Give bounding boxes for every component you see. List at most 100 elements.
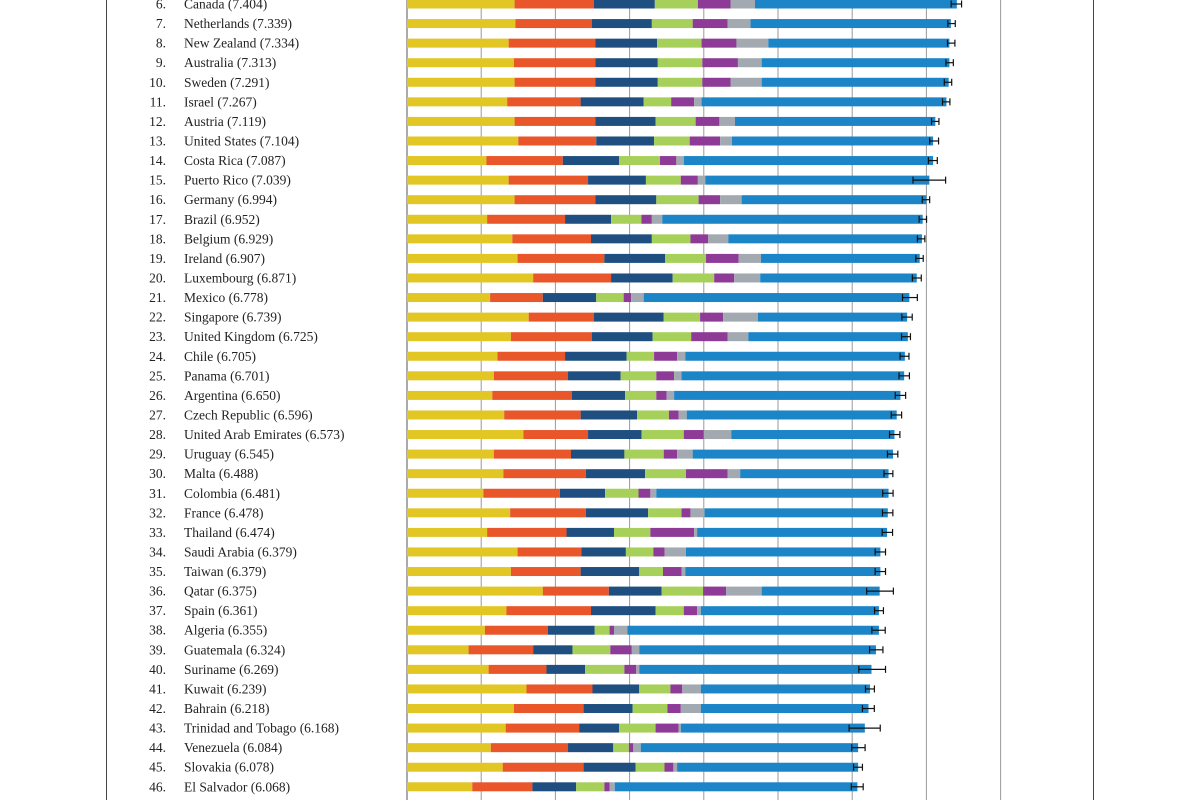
country-name: Luxembourg [184,270,254,285]
bar-segment [407,645,469,655]
bar-segment [697,175,706,185]
bar-segment [407,273,534,283]
bar-segment [760,253,920,263]
bar-segment [654,351,678,361]
country-name: Israel [184,94,214,109]
bar-segment [523,430,589,440]
rank-label: 31. [149,486,166,501]
bar-segment [655,606,684,616]
bar-segment [595,195,657,205]
bar-segment [579,723,620,733]
bar-segment [641,430,684,440]
bar-segment [583,704,633,714]
bar-segment [681,567,686,577]
bar-segment [588,430,642,440]
country-label: Bahrain (6.218) [184,701,270,716]
bar-segment [580,567,640,577]
bar-segment [611,214,642,224]
bar-segment [660,156,677,166]
bar-segment [697,527,888,537]
rank-label: 6. [156,0,166,12]
bar-segment [407,214,488,224]
bar-segment [639,645,876,655]
bar-segment [513,704,584,714]
bar-segment [619,723,656,733]
bar-segment [493,371,569,381]
country-label: France (6.478) [184,505,263,520]
bar-segment [680,175,698,185]
bar-segment [655,116,696,126]
bar-segment [625,390,657,400]
bar-segment [483,488,560,498]
bar-segment [608,586,662,596]
score-label: (6.871) [254,270,297,285]
bar-segment [700,606,879,616]
score-label: (6.739) [239,310,282,325]
country-label: Brazil (6.952) [184,212,260,227]
country-label: Guatemala (6.324) [184,642,285,657]
bar-segment [694,97,702,107]
bar-segment [678,723,681,733]
score-label: (7.404) [224,0,267,12]
country-label: Chile (6.705) [184,349,256,364]
country-label: Netherlands (7.339) [184,16,292,31]
bar-segment [490,293,543,303]
score-label: (6.650) [238,388,281,403]
bar-segment [588,175,646,185]
bar-segment [690,234,709,244]
score-label: (7.339) [249,16,292,31]
bar-segment [656,371,675,381]
bar-segment [650,488,657,498]
bar-segment [633,743,641,753]
rank-label: 8. [156,36,166,51]
bar-segment [731,430,895,440]
country-row: 32. France (6.478) [149,505,894,520]
score-label: (6.478) [221,505,264,520]
bar-segment [680,723,865,733]
score-label: (6.078) [231,760,274,775]
bar-segment [673,762,678,772]
country-label: Suriname (6.269) [184,662,279,677]
country-name: Spain [184,603,215,618]
score-label: (6.725) [275,329,318,344]
country-label: Singapore (6.739) [184,310,282,325]
country-row: 25. Panama (6.701) [149,368,911,383]
country-name: Slovakia [184,760,231,775]
bar-segment [720,195,742,205]
bar-segment [700,704,869,714]
country-label: Ireland (6.907) [184,251,265,266]
score-label: (6.705) [213,349,256,364]
country-name: Costa Rica [184,153,243,168]
bar-segment [691,332,728,342]
bar-segment [407,586,543,596]
score-label: (6.545) [231,447,274,462]
country-label: Panama (6.701) [184,368,270,383]
bar-segment [701,97,947,107]
rank-label: 43. [149,721,166,736]
score-label: (7.039) [248,173,291,188]
bar-segment [680,704,701,714]
bar-segment [605,488,639,498]
country-name: Qatar [184,584,214,599]
country-label: Czech Republic (6.596) [184,407,313,422]
country-row: 28. United Arab Emirates (6.573) [149,427,901,442]
country-label: El Salvador (6.068) [184,779,290,794]
country-name: Thailand [184,525,232,540]
bar-segment [513,58,596,68]
bar-segment [407,762,503,772]
bar-segment [407,195,515,205]
bar-segment [625,547,654,557]
bar-segment [502,762,584,772]
bar-segment [407,449,494,459]
country-label: Mexico (6.778) [184,290,268,305]
bar-segment [547,625,595,635]
bar-segment [497,351,566,361]
bar-segment [730,77,762,87]
bar-segment [657,38,702,48]
country-name: Bahrain [184,701,227,716]
bar-segment [591,19,652,29]
bar-segment [674,390,901,400]
rank-label: 41. [149,681,166,696]
bar-segment [645,175,681,185]
score-label: (6.907) [222,251,265,266]
